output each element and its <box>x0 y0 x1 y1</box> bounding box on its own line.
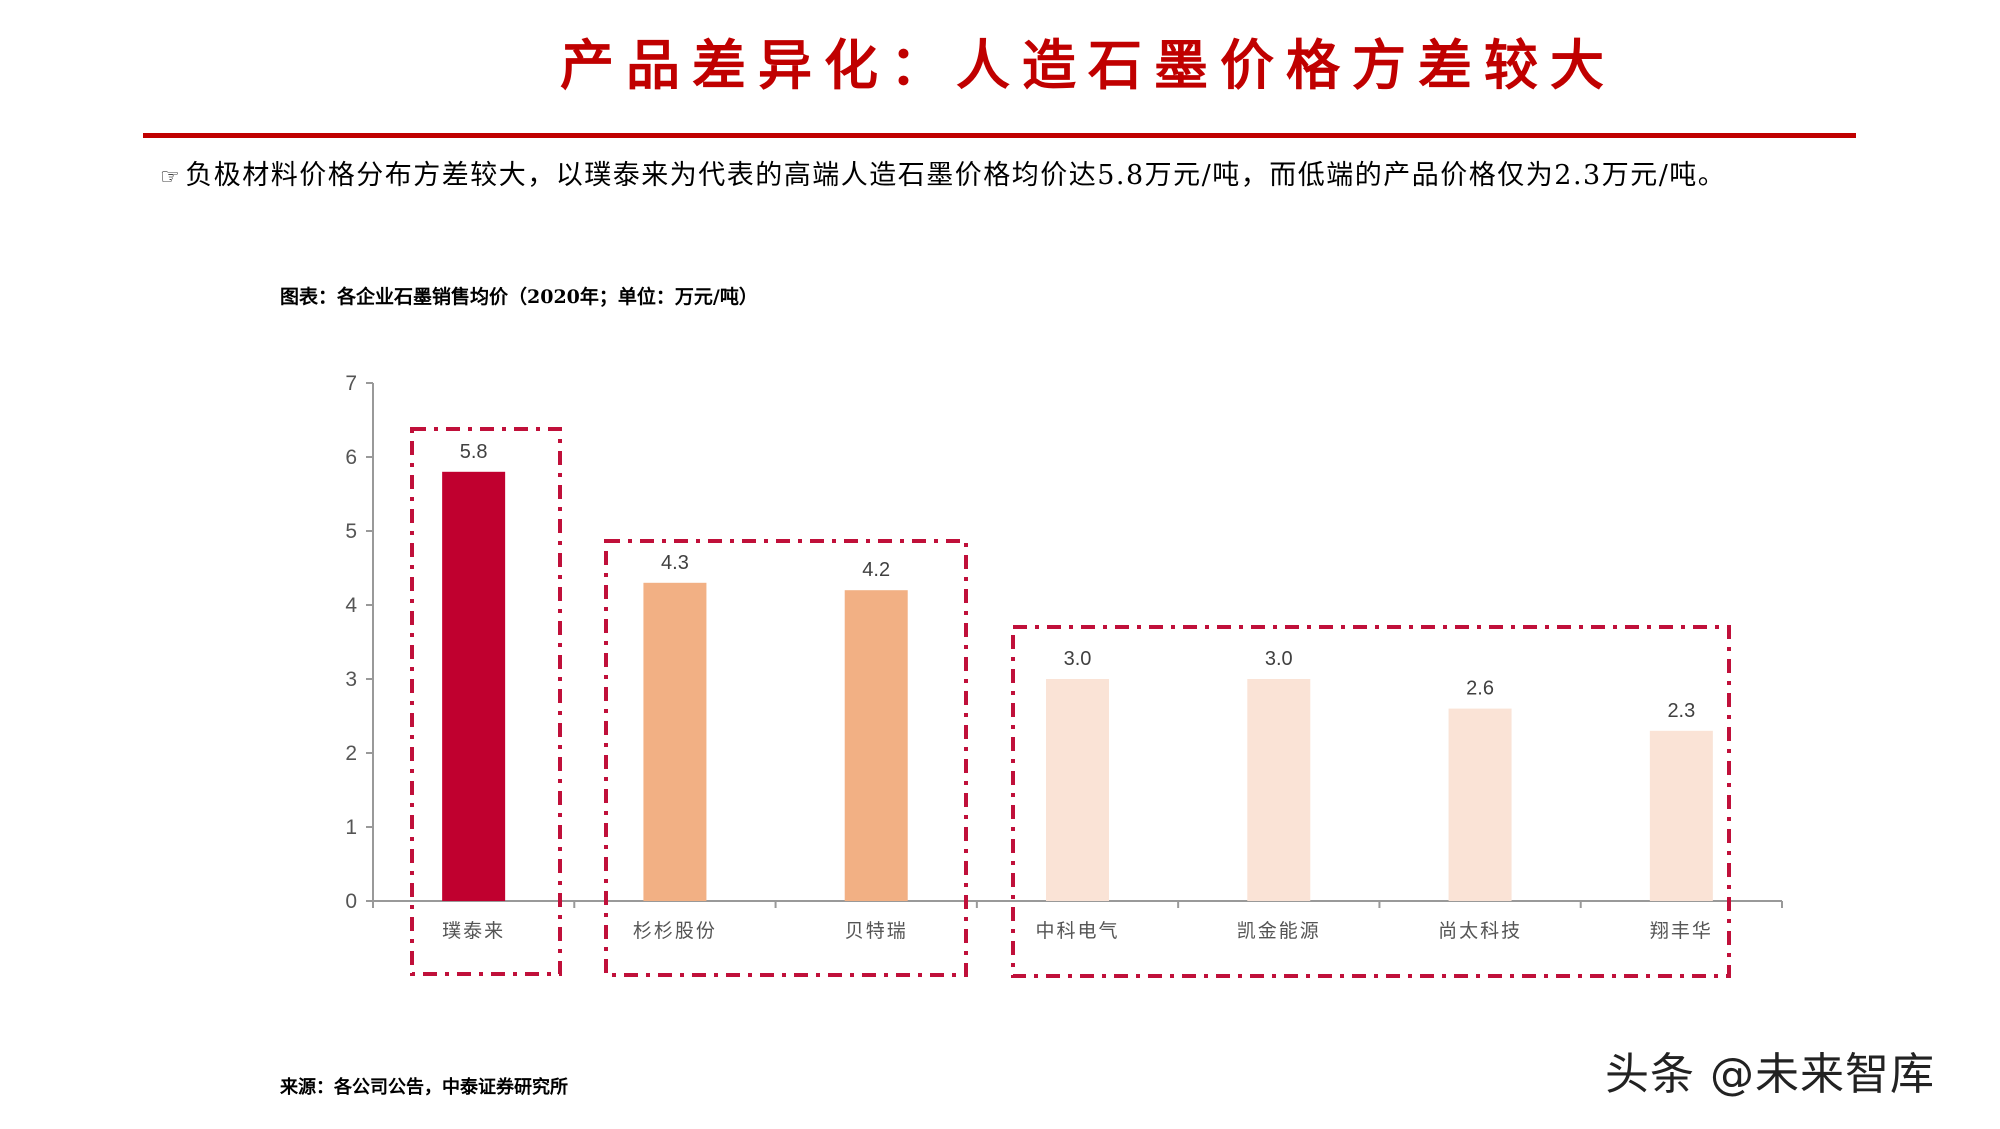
pointing-hand-icon: ☞ <box>160 165 182 190</box>
category-label: 翔丰华 <box>1650 920 1713 942</box>
data-label: 3.0 <box>1064 648 1092 670</box>
data-label: 5.8 <box>460 441 488 463</box>
source-note: 来源：各公司公告，中泰证券研究所 <box>280 1077 568 1098</box>
y-tick-label: 1 <box>345 816 357 839</box>
data-label: 2.3 <box>1667 700 1695 722</box>
category-label: 凯金能源 <box>1237 920 1321 942</box>
data-label: 4.2 <box>862 559 890 581</box>
category-label: 杉杉股份 <box>633 920 717 942</box>
group-box-low-end <box>1011 625 1731 978</box>
bar <box>844 590 908 901</box>
data-label: 4.3 <box>661 552 689 574</box>
y-tick-label: 7 <box>345 372 357 395</box>
chart-caption: 图表：各企业石墨销售均价（2020年；单位：万元/吨） <box>280 286 758 308</box>
category-label: 璞泰来 <box>442 920 505 942</box>
y-tick-label: 0 <box>345 890 357 913</box>
data-label: 3.0 <box>1265 648 1293 670</box>
data-label: 2.6 <box>1466 678 1494 700</box>
y-tick-label: 4 <box>345 594 357 617</box>
page-title: 产品差异化：人造石墨价格方差较大 <box>560 33 1616 97</box>
group-box-mid-end <box>604 539 968 977</box>
category-label: 尚太科技 <box>1438 920 1522 942</box>
y-tick-label: 2 <box>345 742 357 765</box>
category-label: 贝特瑞 <box>845 920 908 942</box>
category-label: 中科电气 <box>1035 920 1119 942</box>
watermark: 头条 @未来智库 <box>1605 1049 1935 1100</box>
bullet-paragraph: ☞ 负极材料价格分布方差较大，以璞泰来为代表的高端人造石墨价格均价达5.8万元/吨… <box>160 158 1860 196</box>
bar <box>1046 679 1109 901</box>
y-tick-label: 3 <box>345 668 357 691</box>
group-box-high-end <box>410 427 562 976</box>
bar <box>442 471 506 901</box>
bar <box>1649 730 1713 901</box>
y-tick-label: 5 <box>345 520 357 543</box>
bullet-text: 负极材料价格分布方差较大，以璞泰来为代表的高端人造石墨价格均价达5.8万元/吨，… <box>185 160 1727 191</box>
bar <box>643 582 707 901</box>
bar <box>1247 679 1311 901</box>
title-divider <box>143 133 1856 138</box>
bar <box>1448 708 1512 901</box>
y-tick-label: 6 <box>345 446 357 469</box>
